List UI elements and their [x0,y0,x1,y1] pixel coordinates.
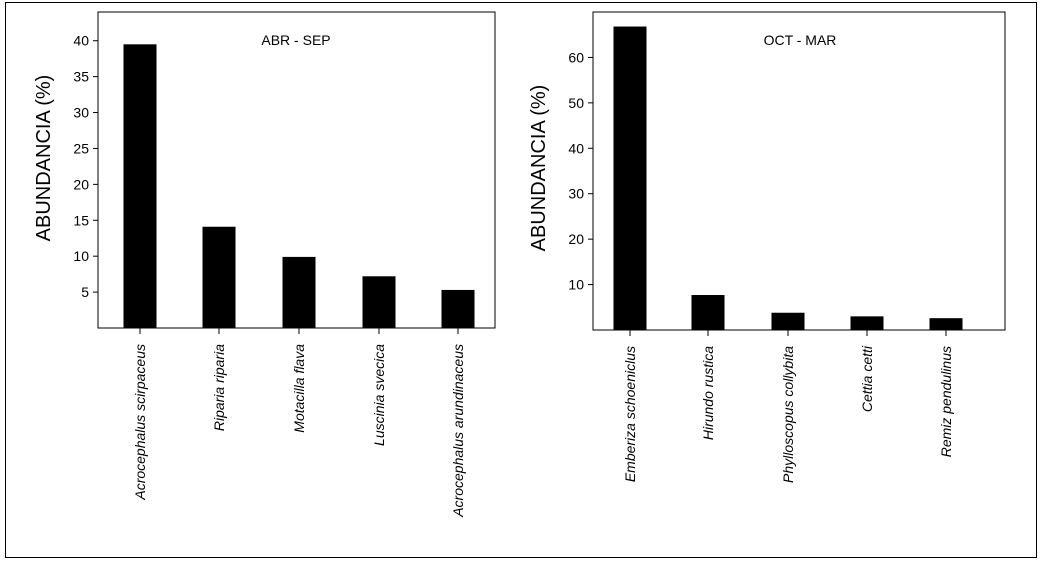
category-label: Remiz pendulinus [938,346,954,457]
chart-title-1: ABR - SEP [261,32,330,48]
plot-frame-2 [592,11,1006,331]
y-axis-label-2: ABUNDANCIA (%) [528,85,550,252]
category-label: Cettia cetti [859,345,875,412]
bar [282,256,316,328]
bar [441,289,475,328]
y-tick-label: 50 [568,95,584,111]
y-tick-label: 10 [73,248,89,264]
chart-panel-1: ABR - SEP ABUNDANCIA (%) 5 10 15 20 25 30 35 40… [33,11,496,518]
y-axis-label-1: ABUNDANCIA (%) [33,75,55,242]
figure-frame [5,2,1037,558]
y-tick-label: 20 [568,231,584,247]
category-label: Phylloscopus collybita [780,346,796,483]
chart-title-2: OCT - MAR [764,32,837,48]
y-tick-label: 5 [81,284,89,300]
category-label: Riparia riparia [211,344,227,431]
bars-group-1: 5 10 15 20 25 30 35 40 Acrocephalus scirpaceus Ri… [73,33,475,518]
bar [691,295,725,330]
y-tick-label: 30 [568,186,584,202]
y-tick-label: 35 [73,69,89,85]
y-tick-label: 25 [73,140,89,156]
y-tick-label: 10 [568,277,584,293]
category-label: Hirundo rustica [700,346,716,440]
y-tick-label: 60 [568,49,584,65]
category-label: Luscinia svecica [371,344,387,446]
category-label: Acrocephalus scirpaceus [132,344,148,501]
bar [613,26,647,331]
bar [771,312,805,330]
bar [123,44,157,329]
bar [362,276,396,328]
bars-group-2: 10 20 30 40 50 60 Emberiza schoeniclus Hirundo … [568,26,963,483]
y-tick-label: 40 [568,140,584,156]
bar [850,316,884,330]
bar [202,226,236,328]
y-tick-label: 20 [73,176,89,192]
y-tick-label: 15 [73,212,89,228]
bar [929,318,963,330]
category-label: Acrocephalus arundinaceus [450,344,466,518]
y-tick-label: 40 [73,33,89,49]
category-label: Emberiza schoeniclus [622,346,638,482]
category-label: Motacilla flava [291,344,307,433]
y-tick-label: 30 [73,105,89,121]
chart-panel-2: OCT - MAR ABUNDANCIA (%) 10 20 30 40 50 60 Emb… [528,11,1006,483]
